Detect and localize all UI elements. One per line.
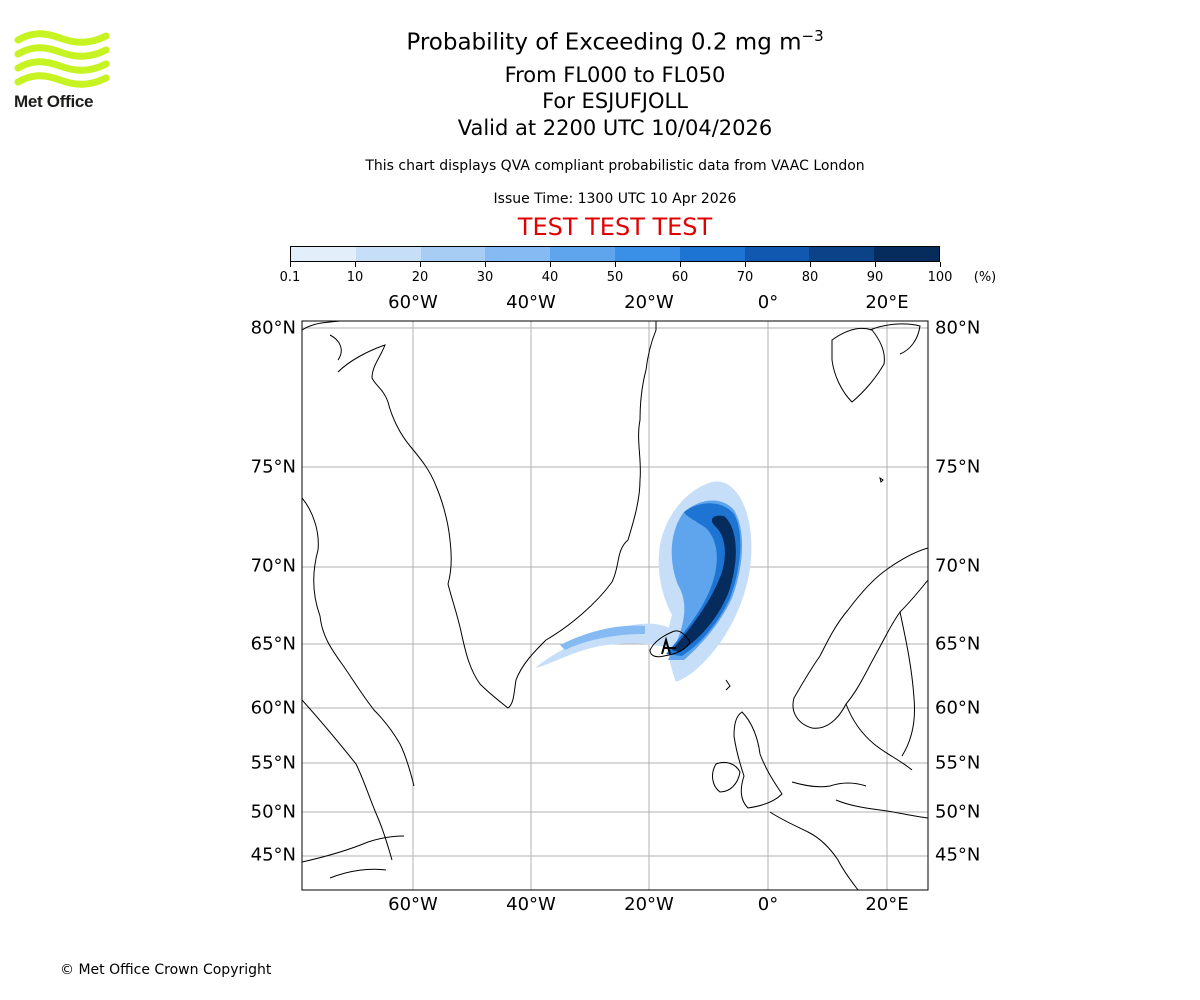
chart-description: This chart displays QVA compliant probab… [365, 158, 865, 174]
plume-west-tail-core [560, 625, 645, 650]
colorbar-segment [291, 247, 356, 261]
lat-label-right-70n: 70°N [935, 555, 981, 577]
lon-label-bottom-40w: 40°W [506, 894, 556, 915]
colorbar-segment [809, 247, 875, 261]
jan-mayen [725, 679, 731, 691]
colorbar-tick [939, 262, 941, 267]
lat-label-right-75n: 75°N [935, 456, 981, 478]
colorbar-segment [550, 247, 615, 261]
colorbar-segment [420, 247, 486, 261]
colorbar-tick [484, 262, 486, 267]
issue-time: Issue Time: 1300 UTC 10 Apr 2026 [493, 191, 737, 207]
colorbar-tick-label: 50 [606, 270, 624, 285]
coastlines [302, 321, 928, 890]
lat-label-right-80n: 80°N [935, 317, 981, 339]
colorbar-tick [549, 262, 551, 267]
volcano-source-marker [661, 636, 676, 655]
colorbar-tick [614, 262, 616, 267]
lon-label-top-40w: 40°W [506, 292, 556, 313]
lat-label-left-75n: 75°N [250, 456, 296, 478]
colorbar-tick-label: 70 [736, 270, 754, 285]
colorbar-segment [485, 247, 551, 261]
colorbar-unit: (%) [973, 270, 997, 285]
bear-island [879, 476, 884, 483]
colorbar-tick [809, 262, 811, 267]
colorbar-tick-label: 10 [346, 270, 364, 285]
copyright-notice: © Met Office Crown Copyright [60, 962, 272, 978]
lon-label-top-0: 0° [757, 292, 779, 313]
colorbar-tick [289, 262, 291, 267]
lon-label-bottom-20w: 20°W [624, 894, 674, 915]
chart-title-main: Probability of Exceeding 0.2 mg m [406, 29, 802, 56]
lat-label-left-60n: 60°N [250, 697, 296, 719]
lat-label-left-45n: 45°N [250, 844, 296, 866]
colorbar-tick-label: 0.1 [279, 270, 301, 285]
lon-label-bottom-20e: 20°E [865, 894, 909, 915]
subtitle-valid-time: Valid at 2200 UTC 10/04/2026 [457, 116, 773, 140]
baffin-labrador [302, 497, 415, 787]
colorbar-tick-label: 30 [476, 270, 494, 285]
graticule [302, 321, 928, 890]
svalbard [831, 323, 921, 403]
colorbar-tick-label: 20 [411, 270, 429, 285]
colorbar-tick-label: 100 [927, 270, 953, 285]
colorbar-tick-label: 40 [541, 270, 559, 285]
lat-label-right-50n: 50°N [935, 801, 981, 823]
lat-label-right-45n: 45°N [935, 844, 981, 866]
ash-plume [535, 481, 752, 682]
test-banner: TEST TEST TEST [517, 213, 713, 241]
lat-label-right-65n: 65°N [935, 633, 981, 655]
colorbar-tick-label: 80 [801, 270, 819, 285]
plume-core [672, 515, 736, 652]
lat-label-left-65n: 65°N [250, 633, 296, 655]
scandinavia-baltic [845, 611, 915, 771]
subtitle-flight-levels: From FL000 to FL050 [504, 63, 726, 87]
europe-coast [769, 781, 928, 890]
colorbar-segment [355, 247, 421, 261]
met-office-wordmark: Met Office [14, 92, 94, 111]
colorbar-tick-label: 60 [671, 270, 689, 285]
iceland [649, 630, 691, 658]
met-office-logo-icon [14, 30, 110, 88]
colorbar-tick-label: 90 [866, 270, 884, 285]
norway-coast [792, 547, 928, 729]
lon-label-top-60w: 60°W [388, 292, 438, 313]
lat-label-left-50n: 50°N [250, 801, 296, 823]
colorbar-segment [744, 247, 810, 261]
colorbar-tick [744, 262, 746, 267]
lon-label-top-20w: 20°W [624, 292, 674, 313]
colorbar-segment [614, 247, 680, 261]
map-frame [301, 320, 929, 891]
north-america-coast [302, 699, 405, 879]
plume-west-tail [535, 623, 680, 668]
british-isles [712, 711, 783, 809]
greenland-coast [337, 321, 657, 709]
lon-label-bottom-60w: 60°W [388, 894, 438, 915]
greenland-nw-coast [302, 321, 342, 361]
colorbar-tick [354, 262, 356, 267]
lat-label-left-80n: 80°N [250, 317, 296, 339]
subtitle-volcano: For ESJUFJOLL [542, 89, 688, 113]
chart-title-exponent: −3 [801, 27, 824, 45]
lat-label-right-55n: 55°N [935, 752, 981, 774]
colorbar-tick [874, 262, 876, 267]
probability-colorbar [290, 246, 940, 262]
lat-label-left-55n: 55°N [250, 752, 296, 774]
lat-label-left-70n: 70°N [250, 555, 296, 577]
colorbar-segment [874, 247, 939, 261]
colorbar-tick [419, 262, 421, 267]
colorbar-tick [679, 262, 681, 267]
lon-label-bottom-0: 0° [757, 894, 779, 915]
lon-label-top-20e: 20°E [865, 292, 909, 313]
lat-label-right-60n: 60°N [935, 697, 981, 719]
colorbar-segment [679, 247, 745, 261]
plume-inner [666, 503, 741, 656]
chart-title: Probability of Exceeding 0.2 mg m−3 [0, 27, 1200, 56]
